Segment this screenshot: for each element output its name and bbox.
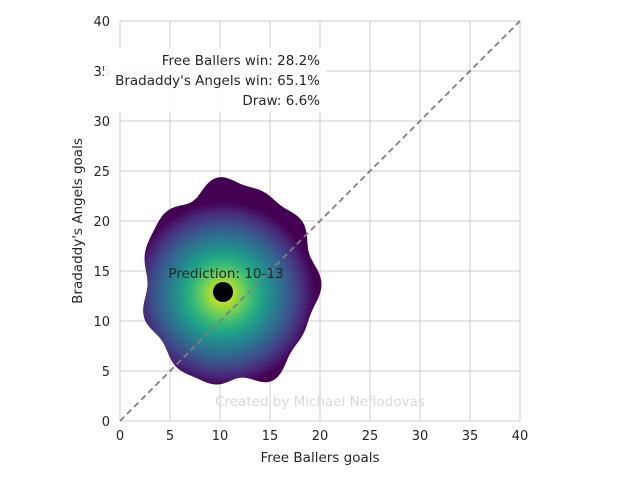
y-tick-label: 0 [102,415,110,430]
x-tick-label: 35 [462,429,479,444]
team1-win-probability: Free Ballers win: 28.2% [162,53,320,69]
overlay: Prediction: 10-13 [119,20,521,422]
y-tick-label: 20 [93,215,110,230]
win-probability-box: Free Ballers win: 28.2% Bradaddy's Angel… [104,48,326,112]
watermark: Created by Michael Nefiodovas [215,394,425,410]
y-tick-label: 25 [93,165,110,180]
win-probability-background [104,48,326,112]
draw-diagonal-line [119,20,521,422]
y-tick-label: 5 [102,365,110,380]
x-axis-label: Free Ballers goals [260,450,379,466]
x-tick-label: 0 [116,429,124,444]
y-tick-label: 15 [93,265,110,280]
team2-win-probability: Bradaddy's Angels win: 65.1% [115,73,320,89]
y-tick-label: 30 [93,115,110,130]
y-axis-label: Bradaddy's Angels goals [70,138,86,304]
density-blob [143,177,322,385]
y-tick-label: 40 [93,15,110,30]
x-tick-label: 10 [212,429,229,444]
x-tick-label: 30 [412,429,429,444]
x-tick-label: 20 [312,429,329,444]
y-tick-label: 10 [93,315,110,330]
x-tick-label: 40 [512,429,529,444]
x-tick-label: 25 [362,429,379,444]
goal-density-heatmap [143,177,322,385]
x-tick-label: 15 [262,429,279,444]
draw-probability: Draw: 6.6% [242,93,320,109]
prediction-point [213,282,233,302]
x-tick-label: 5 [166,429,174,444]
prediction-label: Prediction: 10-13 [168,266,283,282]
